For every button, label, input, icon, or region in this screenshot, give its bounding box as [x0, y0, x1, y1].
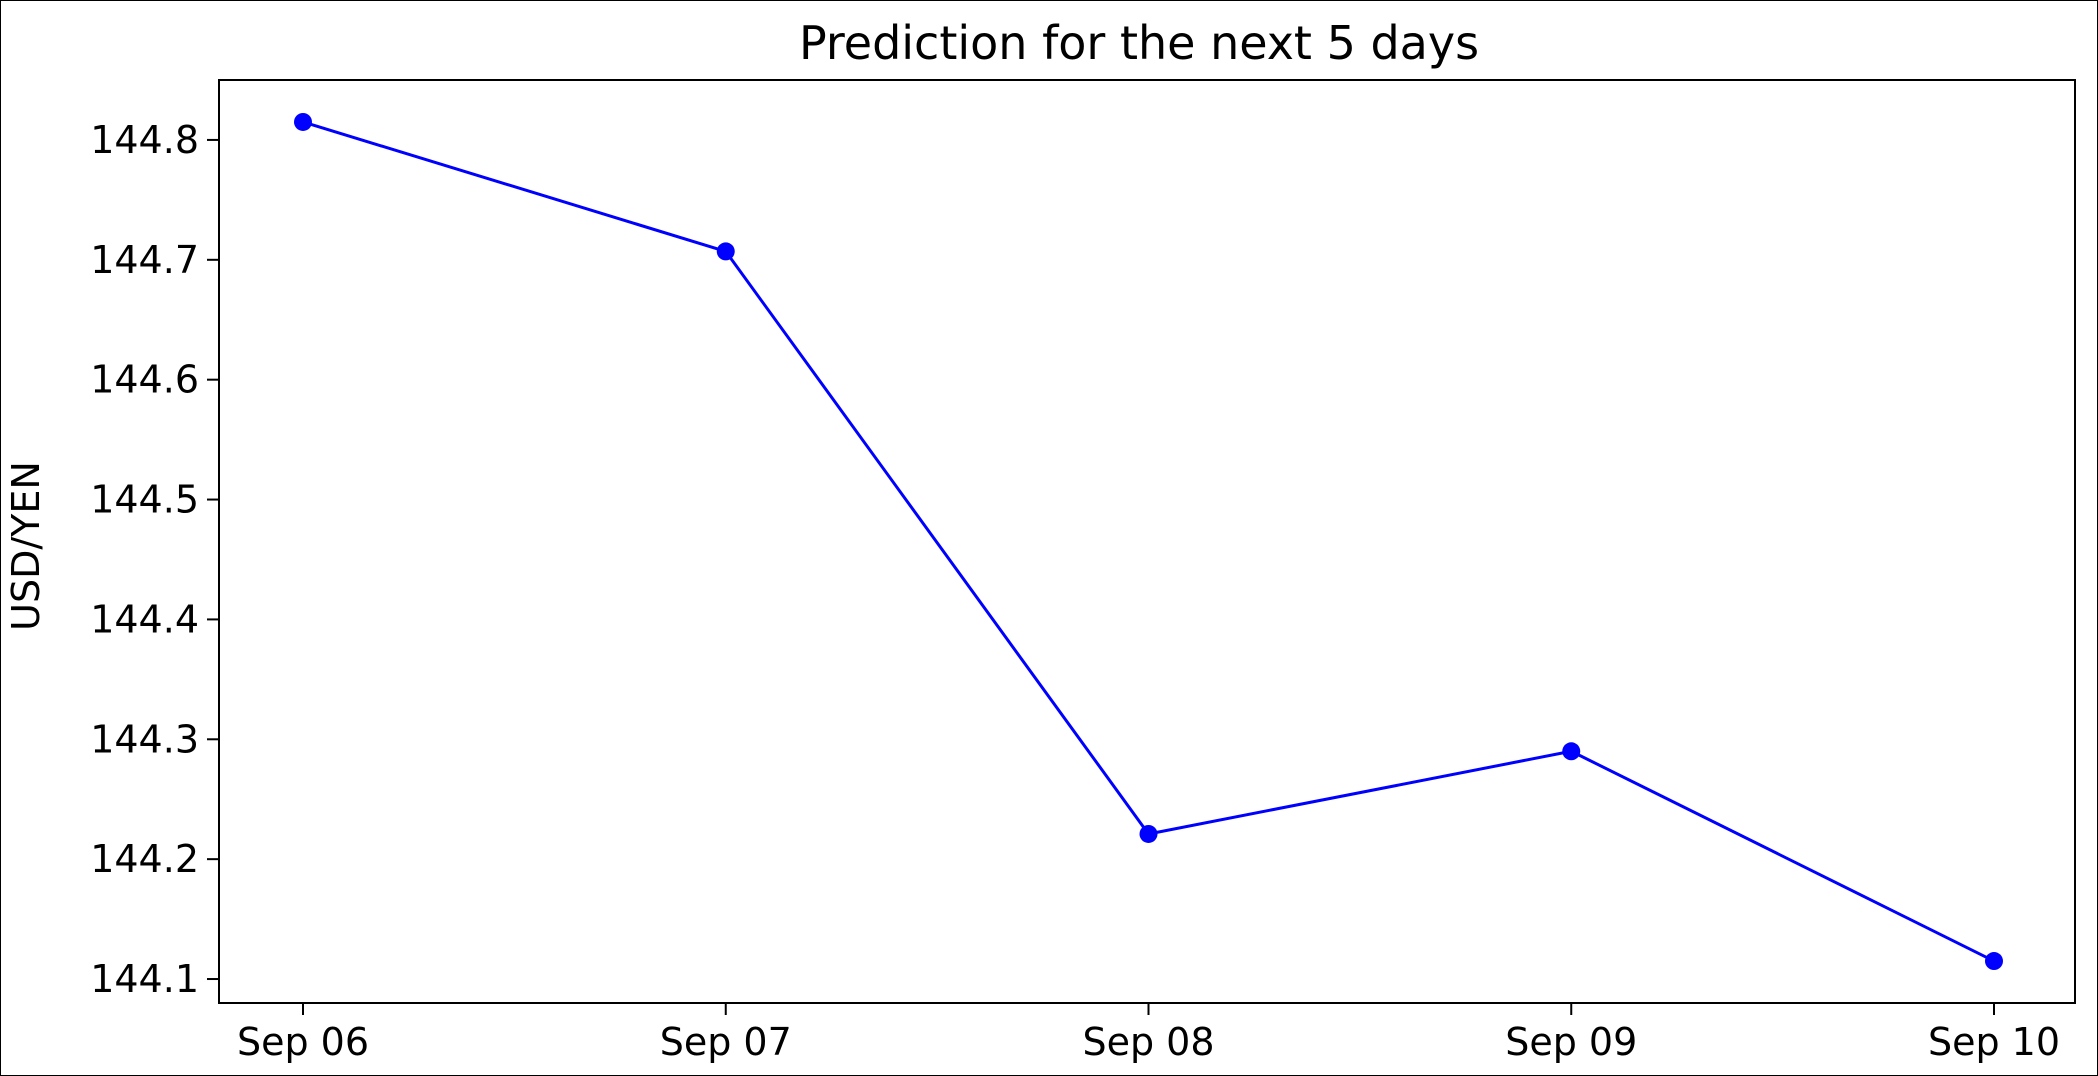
y-tick-label: 144.8: [90, 118, 199, 162]
y-tick-label: 144.7: [90, 238, 199, 282]
y-axis-label: USD/YEN: [4, 461, 48, 631]
x-tick-label: Sep 07: [660, 1020, 792, 1064]
x-tick-label: Sep 09: [1505, 1020, 1637, 1064]
x-tick-label: Sep 08: [1082, 1020, 1214, 1064]
y-tick-label: 144.6: [90, 358, 199, 402]
x-tick-label: Sep 06: [237, 1020, 369, 1064]
data-point: [294, 112, 312, 131]
y-axis: 144.1 144.2 144.3 144.4 144.5 144.6 144.7 144.8: [90, 118, 219, 1001]
plot-area-frame: [218, 79, 2076, 1004]
x-tick-label: Sep 10: [1928, 1020, 2060, 1064]
data-point: [1139, 824, 1158, 843]
y-tick-label: 144.5: [90, 478, 199, 522]
data-point: [1562, 742, 1581, 761]
series-layer: [294, 112, 2003, 971]
y-tick-label: 144.3: [90, 717, 199, 761]
y-tick-label: 144.4: [90, 597, 199, 641]
data-point: [1985, 952, 2003, 971]
chart-title: Prediction for the next 5 days: [799, 16, 1479, 70]
y-tick-label: 144.1: [90, 957, 199, 1001]
x-axis: Sep 06 Sep 07 Sep 08 Sep 09 Sep 10: [237, 1003, 2060, 1064]
y-tick-label: 144.2: [90, 837, 199, 881]
data-point: [716, 242, 735, 261]
